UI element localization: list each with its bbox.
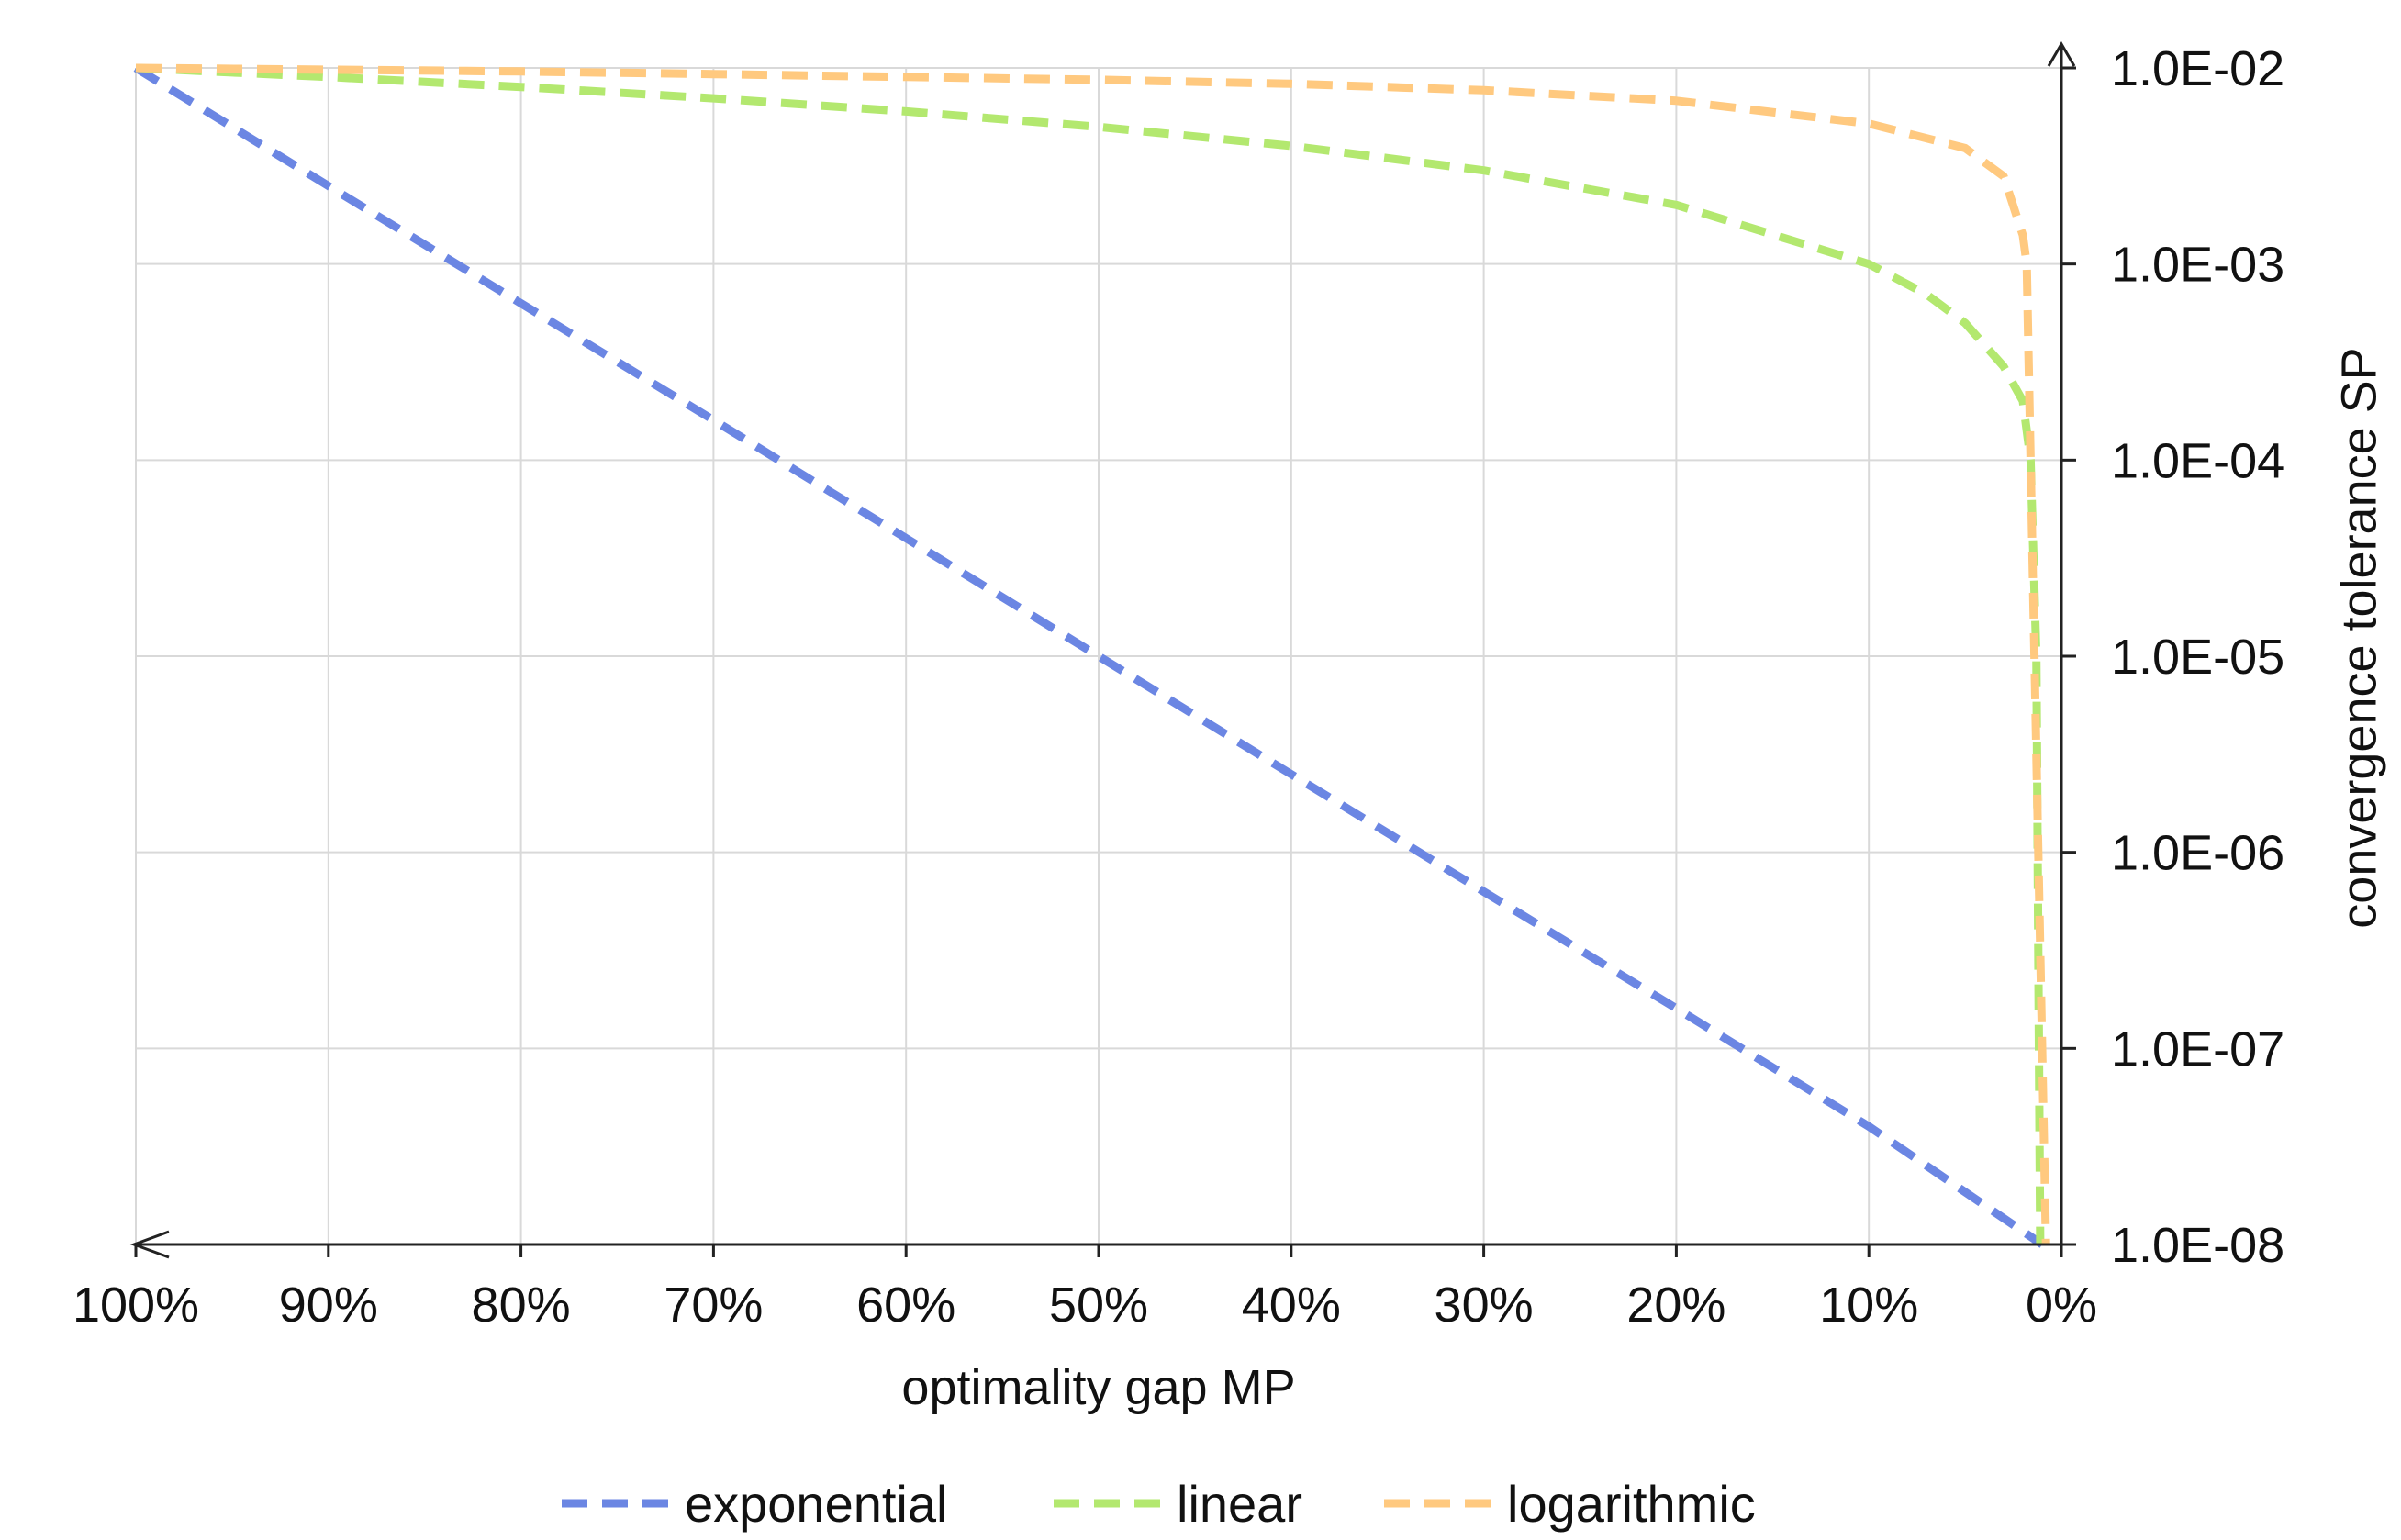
legend-label-linear: linear [1177, 1475, 1302, 1533]
y-tick-label-3: 1.0E-05 [2111, 630, 2284, 685]
axes [129, 41, 2076, 1259]
x-tick-label-6: 40% [1242, 1278, 1341, 1333]
x-tick-label-1: 90% [279, 1278, 378, 1333]
x-tick-label-5: 50% [1049, 1278, 1148, 1333]
y-tick-labels: 1.0E-02 1.0E-03 1.0E-04 1.0E-05 1.0E-06 1.0E-… [2111, 41, 2284, 1273]
x-axis-arrow [129, 1230, 170, 1259]
series-line-logarithmic [135, 63, 2050, 1245]
y-tick-label-4: 1.0E-06 [2111, 826, 2284, 881]
x-axis-label: optimality gap MP [901, 1360, 1295, 1415]
series-line-linear [135, 63, 2045, 1245]
y-tick-label-0: 1.0E-02 [2111, 41, 2284, 96]
x-tick-label-2: 80% [472, 1278, 571, 1333]
x-tick-labels: 100% 90% 80% 70% 60% 50% 40% 30% 20% 10% 0% [73, 1278, 2097, 1333]
x-tick-label-7: 30% [1435, 1278, 1534, 1333]
y-tick-label-5: 1.0E-07 [2111, 1021, 2284, 1077]
y-tick-label-2: 1.0E-04 [2111, 433, 2284, 488]
x-tick-label-3: 70% [664, 1278, 763, 1333]
y-axis-label: convergence tolerance SP [2331, 347, 2386, 928]
x-tick-label-4: 60% [856, 1278, 955, 1333]
legend: exponential linear logarithmic [562, 1475, 1756, 1533]
x-tick-label-10: 0% [2026, 1278, 2097, 1333]
y-axis-arrow [2047, 41, 2076, 67]
x-tick-label-0: 100% [73, 1278, 199, 1333]
x-tick-label-9: 10% [1819, 1278, 1918, 1333]
series-lines [133, 63, 2050, 1248]
x-tick-label-8: 20% [1626, 1278, 1725, 1333]
y-tick-label-6: 1.0E-08 [2111, 1218, 2284, 1273]
series-line-exponential [133, 64, 2045, 1248]
legend-label-exponential: exponential [685, 1475, 947, 1533]
y-tick-label-1: 1.0E-03 [2111, 238, 2284, 293]
legend-label-logarithmic: logarithmic [1507, 1475, 1756, 1533]
